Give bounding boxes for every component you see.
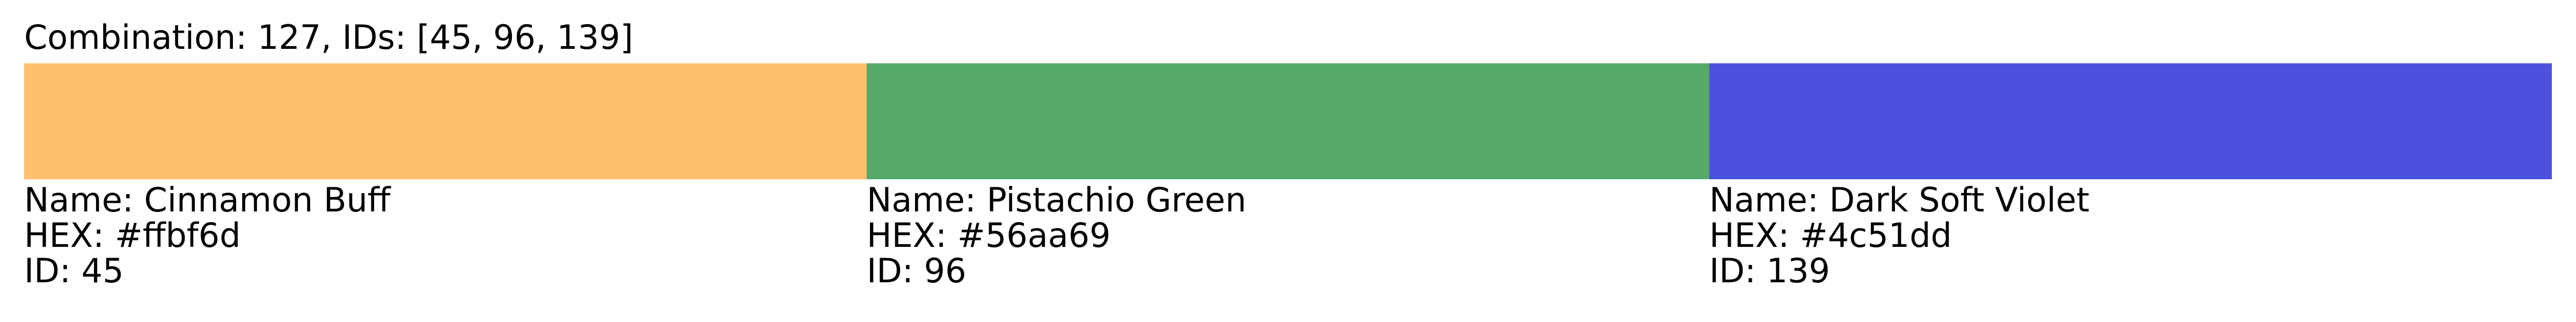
swatch-name: Name: Dark Soft Violet — [1709, 180, 2090, 219]
swatch-id: ID: 45 — [24, 251, 124, 290]
swatch-row — [24, 63, 2552, 179]
swatch-hex: HEX: #ffbf6d — [24, 216, 241, 255]
swatch-id: ID: 96 — [867, 251, 967, 290]
color-swatch-1 — [24, 63, 867, 179]
swatch-name: Name: Pistachio Green — [867, 180, 1247, 219]
swatch-name: Name: Cinnamon Buff — [24, 180, 391, 219]
color-swatch-2 — [867, 63, 1709, 179]
color-swatch-3 — [1709, 63, 2552, 179]
swatch-hex: HEX: #4c51dd — [1709, 216, 1952, 255]
swatch-id: ID: 139 — [1709, 251, 1830, 290]
swatch-info-3: Name: Dark Soft Violet HEX: #4c51dd ID: … — [1709, 182, 2552, 289]
swatch-info-row: Name: Cinnamon Buff HEX: #ffbf6d ID: 45 … — [24, 182, 2552, 289]
swatch-hex: HEX: #56aa69 — [867, 216, 1111, 255]
swatch-info-1: Name: Cinnamon Buff HEX: #ffbf6d ID: 45 — [24, 182, 867, 289]
palette-title: Combination: 127, IDs: [45, 96, 139] — [24, 18, 633, 57]
swatch-info-2: Name: Pistachio Green HEX: #56aa69 ID: 9… — [867, 182, 1709, 289]
